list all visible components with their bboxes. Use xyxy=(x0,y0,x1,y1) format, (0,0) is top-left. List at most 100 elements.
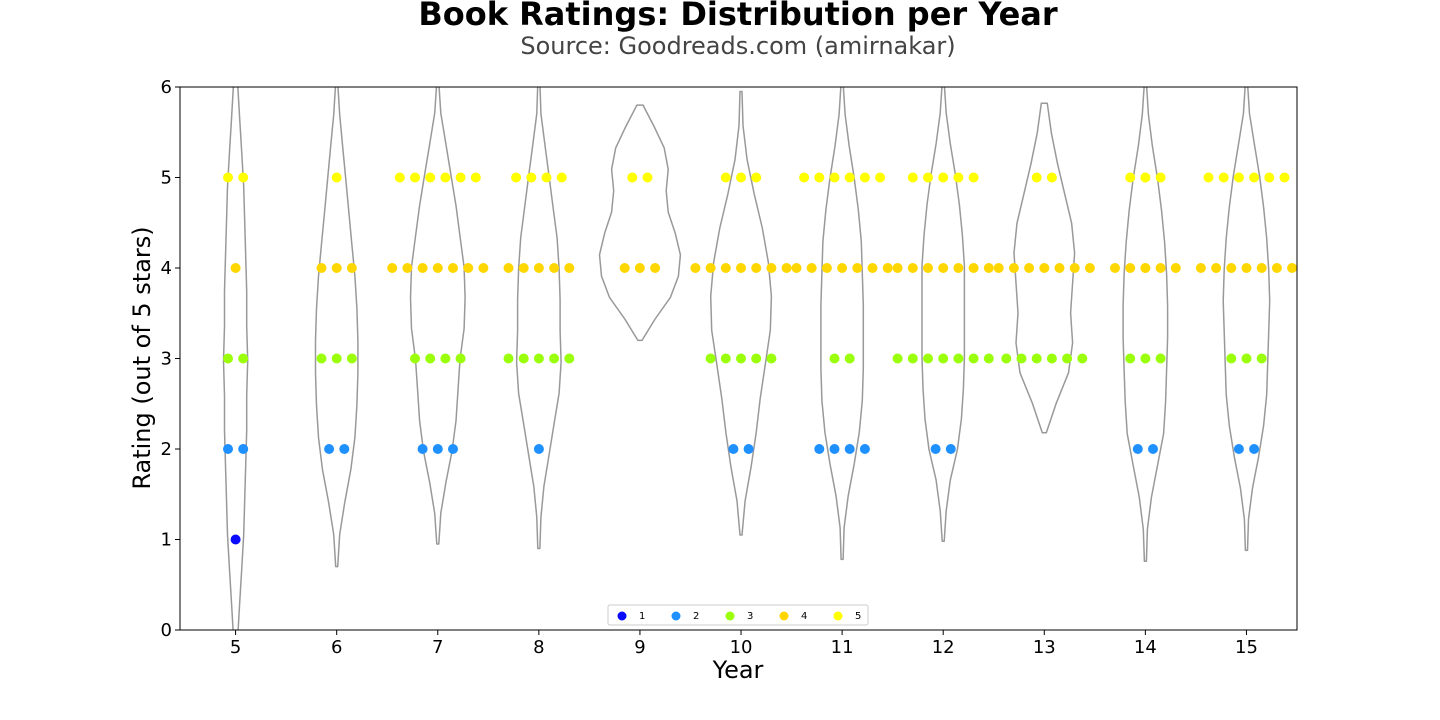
point-year7-rating4-5 xyxy=(463,263,474,273)
point-year12-rating5-1 xyxy=(938,172,949,183)
point-year9-rating4-3 xyxy=(650,263,661,273)
point-year11-rating4-6 xyxy=(791,263,802,273)
point-year15-rating5-3 xyxy=(1218,172,1229,183)
point-year10-rating4-7 xyxy=(781,263,792,273)
point-year10-rating4-4 xyxy=(705,263,716,273)
point-year5-rating1-1 xyxy=(230,534,241,545)
point-year11-rating3-1 xyxy=(829,353,840,364)
y-tick-label-3: 3 xyxy=(161,349,172,370)
point-year9-rating4-1 xyxy=(634,263,645,273)
x-tick-label-12: 12 xyxy=(932,637,955,658)
point-year10-rating2-2 xyxy=(743,444,754,454)
point-year6-rating4-2 xyxy=(316,263,327,273)
x-tick-label-9: 9 xyxy=(634,637,645,658)
point-year12-rating3-4 xyxy=(907,353,918,364)
violin-year-5 xyxy=(222,87,249,630)
point-year12-rating3-1 xyxy=(938,353,949,364)
point-year12-rating3-2 xyxy=(923,353,933,364)
point-year13-rating3-4 xyxy=(1062,353,1073,364)
violin-year-15 xyxy=(1222,87,1271,552)
point-year7-rating2-1 xyxy=(432,444,443,454)
point-year15-rating4-1 xyxy=(1241,263,1252,273)
point-year13-rating5-2 xyxy=(1046,172,1057,183)
y-tick-label-1: 1 xyxy=(161,530,172,551)
point-year12-rating5-2 xyxy=(923,172,933,183)
point-year15-rating4-2 xyxy=(1226,263,1237,273)
legend-marker-1 xyxy=(617,611,627,621)
y-tick-label-5: 5 xyxy=(161,168,172,189)
legend-marker-3 xyxy=(725,611,735,621)
x-tick-label-11: 11 xyxy=(831,637,854,658)
point-year7-rating2-2 xyxy=(417,444,428,454)
point-year13-rating3-3 xyxy=(1016,353,1027,364)
point-year11-rating2-1 xyxy=(829,444,840,454)
point-year10-rating4-6 xyxy=(690,263,701,273)
point-year15-rating4-5 xyxy=(1271,263,1282,273)
point-year6-rating3-3 xyxy=(346,353,357,364)
point-year12-rating4-6 xyxy=(892,263,903,273)
legend-marker-4 xyxy=(779,611,789,621)
point-year11-rating5-2 xyxy=(844,172,855,183)
point-year11-rating5-5 xyxy=(799,172,810,183)
plot-content xyxy=(222,87,1297,630)
point-year9-rating5-1 xyxy=(627,172,638,183)
point-year8-rating3-4 xyxy=(503,353,514,364)
point-year11-rating4-3 xyxy=(852,263,863,273)
legend-label-4: 4 xyxy=(801,611,807,622)
chart-title: Book Ratings: Distribution per Year xyxy=(418,0,1058,33)
point-year12-rating4-7 xyxy=(983,263,994,273)
legend-marker-5 xyxy=(833,611,843,621)
point-year15-rating5-1 xyxy=(1233,172,1244,183)
point-year14-rating3-1 xyxy=(1140,353,1151,364)
violin-year-6 xyxy=(314,87,359,568)
point-year13-rating3-6 xyxy=(1077,353,1088,364)
point-year8-rating4-1 xyxy=(533,263,544,273)
point-year7-rating4-7 xyxy=(478,263,489,273)
point-year14-rating3-2 xyxy=(1125,353,1136,364)
point-year13-rating5-1 xyxy=(1031,172,1042,183)
point-year7-rating5-4 xyxy=(455,172,466,183)
point-year5-rating2-1 xyxy=(223,444,233,454)
violin-year-12 xyxy=(921,87,966,543)
point-year7-rating4-4 xyxy=(402,263,413,273)
point-year11-rating5-4 xyxy=(859,172,870,183)
point-year5-rating5-1 xyxy=(223,172,233,183)
point-year12-rating3-7 xyxy=(983,353,994,364)
point-year10-rating4-2 xyxy=(720,263,731,273)
point-year11-rating4-7 xyxy=(882,263,893,273)
point-year15-rating4-4 xyxy=(1211,263,1222,273)
point-year14-rating4-3 xyxy=(1155,263,1166,273)
point-year11-rating3-2 xyxy=(844,353,855,364)
point-year7-rating4-2 xyxy=(417,263,428,273)
point-year10-rating5-1 xyxy=(736,172,746,183)
point-year6-rating5-1 xyxy=(331,172,342,183)
point-year13-rating4-7 xyxy=(1084,263,1095,273)
point-year14-rating4-5 xyxy=(1170,263,1181,273)
point-year13-rating4-6 xyxy=(993,263,1004,273)
chart-subtitle: Source: Goodreads.com (amirnakar) xyxy=(520,32,955,60)
point-year13-rating3-5 xyxy=(1001,353,1012,364)
point-year15-rating5-4 xyxy=(1264,172,1275,183)
point-year7-rating4-3 xyxy=(448,263,458,273)
point-year8-rating4-3 xyxy=(549,263,560,273)
point-year8-rating3-2 xyxy=(518,353,529,364)
point-year7-rating5-2 xyxy=(440,172,451,183)
x-tick-label-5: 5 xyxy=(230,637,241,658)
point-year11-rating4-2 xyxy=(821,263,832,273)
point-year14-rating2-2 xyxy=(1148,444,1158,454)
legend-label-5: 5 xyxy=(855,611,861,622)
point-year5-rating2-2 xyxy=(238,444,249,454)
point-year10-rating4-5 xyxy=(766,263,777,273)
point-year10-rating5-2 xyxy=(720,172,731,183)
point-year10-rating3-5 xyxy=(766,353,777,364)
point-year10-rating4-3 xyxy=(751,263,762,273)
point-year8-rating4-2 xyxy=(518,263,529,273)
point-year15-rating5-2 xyxy=(1249,172,1260,183)
violin-year-11 xyxy=(820,87,865,561)
point-year12-rating4-3 xyxy=(953,263,964,273)
point-year6-rating4-1 xyxy=(331,263,342,273)
point-year6-rating3-2 xyxy=(316,353,327,364)
point-year11-rating4-1 xyxy=(837,263,848,273)
